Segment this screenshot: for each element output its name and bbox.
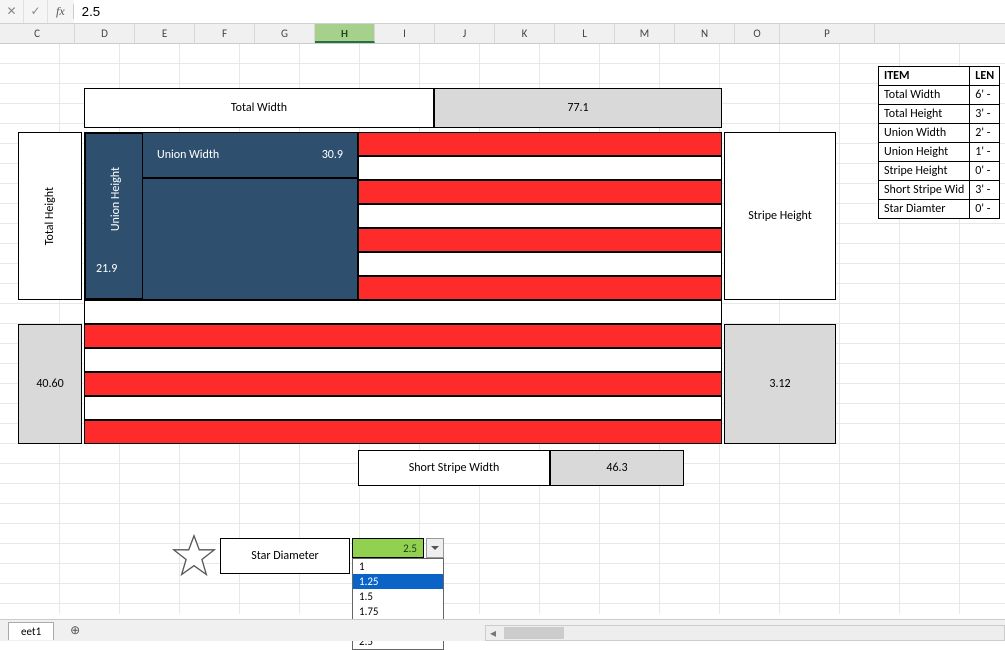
star-icon xyxy=(172,534,216,578)
column-header-C[interactable]: C xyxy=(0,24,75,43)
stripe xyxy=(84,324,722,348)
add-sheet-icon[interactable]: ⊕ xyxy=(64,622,86,640)
short-stripe-width-label: Short Stripe Width xyxy=(358,450,550,486)
fx-label[interactable]: fx xyxy=(48,4,74,19)
cell-item: Union Height xyxy=(879,143,970,162)
union-width-value: 30.9 xyxy=(322,148,343,162)
cell-len: 6' - xyxy=(970,86,1000,105)
column-header-K[interactable]: K xyxy=(495,24,555,43)
cell-len: 3' - xyxy=(970,181,1000,200)
cell-len: 0' - xyxy=(970,162,1000,181)
stripe xyxy=(358,228,722,252)
stripe xyxy=(358,156,722,180)
union-lower xyxy=(142,178,358,300)
star-diameter-label: Star Diameter xyxy=(220,538,350,574)
items-table: ITEM LEN Total Width6' -Total Height3' -… xyxy=(878,66,1000,219)
table-row[interactable]: Star Diamter0' - xyxy=(879,200,1000,219)
union-width-row: Union Width 30.9 xyxy=(142,132,358,178)
stripe xyxy=(84,420,722,444)
cell-len: 2' - xyxy=(970,124,1000,143)
sheet-tabs: eet1 ⊕ ◂ xyxy=(0,619,1005,641)
spreadsheet-grid[interactable]: Total Width 77.1 Union Height Union Widt… xyxy=(0,44,1005,614)
formula-bar: ✕ ✓ fx xyxy=(0,0,1005,24)
dropdown-arrow-icon[interactable] xyxy=(426,538,444,558)
column-header-P[interactable]: P xyxy=(780,24,875,43)
total-height-value[interactable]: 40.60 xyxy=(18,324,82,444)
column-header-N[interactable]: N xyxy=(675,24,735,43)
column-header-I[interactable]: I xyxy=(375,24,435,43)
cell-len: 0' - xyxy=(970,200,1000,219)
union-height-value: 21.9 xyxy=(96,262,117,276)
stripe xyxy=(84,372,722,396)
th-item: ITEM xyxy=(879,67,970,86)
cell-item: Stripe Height xyxy=(879,162,970,181)
cancel-icon[interactable]: ✕ xyxy=(0,0,24,23)
cell-len: 1' - xyxy=(970,143,1000,162)
dropdown-option[interactable]: 1.5 xyxy=(353,589,443,604)
column-header-L[interactable]: L xyxy=(555,24,615,43)
column-header-O[interactable]: O xyxy=(735,24,780,43)
star-diameter-cell[interactable]: 2.5 xyxy=(352,538,424,558)
stripe xyxy=(358,132,722,156)
stripe-height-text: Stripe Height xyxy=(748,209,812,223)
short-stripe-width-value[interactable]: 46.3 xyxy=(550,450,684,486)
column-headers: CDEFGHIJKLMNOP xyxy=(0,24,1005,44)
stripe xyxy=(358,204,722,228)
stripe-height-label: Stripe Height xyxy=(724,132,836,300)
formula-input[interactable] xyxy=(74,0,1005,23)
cell-item: Short Stripe Wid xyxy=(879,181,970,200)
stripe xyxy=(84,300,722,324)
union-width-label: Union Width xyxy=(157,148,219,162)
horizontal-scrollbar[interactable]: ◂ xyxy=(485,625,1005,641)
accept-icon[interactable]: ✓ xyxy=(24,0,48,23)
dropdown-option[interactable]: 1.25 xyxy=(353,574,443,589)
stripe xyxy=(358,276,722,300)
cell-item: Total Height xyxy=(879,105,970,124)
table-row[interactable]: Total Height3' - xyxy=(879,105,1000,124)
th-len: LEN xyxy=(970,67,1000,86)
column-header-H[interactable]: H xyxy=(315,24,375,43)
cell-item: Star Diamter xyxy=(879,200,970,219)
total-width-value[interactable]: 77.1 xyxy=(434,88,722,128)
union-height-text: Union Height xyxy=(109,167,123,231)
table-row[interactable]: Total Width6' - xyxy=(879,86,1000,105)
stripe xyxy=(84,396,722,420)
table-row[interactable]: Union Width2' - xyxy=(879,124,1000,143)
total-height-text: Total Height xyxy=(43,187,57,245)
column-header-D[interactable]: D xyxy=(75,24,135,43)
cell-item: Union Width xyxy=(879,124,970,143)
stripe xyxy=(84,348,722,372)
column-header-G[interactable]: G xyxy=(255,24,315,43)
dropdown-option[interactable]: 1 xyxy=(353,559,443,574)
table-row[interactable]: Union Height1' - xyxy=(879,143,1000,162)
cell-item: Total Width xyxy=(879,86,970,105)
items-tbody: Total Width6' -Total Height3' -Union Wid… xyxy=(879,86,1000,219)
stripe xyxy=(358,180,722,204)
total-height-label: Total Height xyxy=(18,132,82,300)
table-row[interactable]: Short Stripe Wid3' - xyxy=(879,181,1000,200)
column-header-E[interactable]: E xyxy=(135,24,195,43)
union-height-label: Union Height xyxy=(100,139,132,259)
sheet-tab[interactable]: eet1 xyxy=(8,622,54,640)
column-header-F[interactable]: F xyxy=(195,24,255,43)
cell-len: 3' - xyxy=(970,105,1000,124)
column-header-J[interactable]: J xyxy=(435,24,495,43)
dropdown-option[interactable]: 1.75 xyxy=(353,604,443,619)
total-width-label: Total Width xyxy=(84,88,434,128)
stripe xyxy=(358,252,722,276)
table-row[interactable]: Stripe Height0' - xyxy=(879,162,1000,181)
column-header-M[interactable]: M xyxy=(615,24,675,43)
stripe-height-value[interactable]: 3.12 xyxy=(724,324,836,444)
